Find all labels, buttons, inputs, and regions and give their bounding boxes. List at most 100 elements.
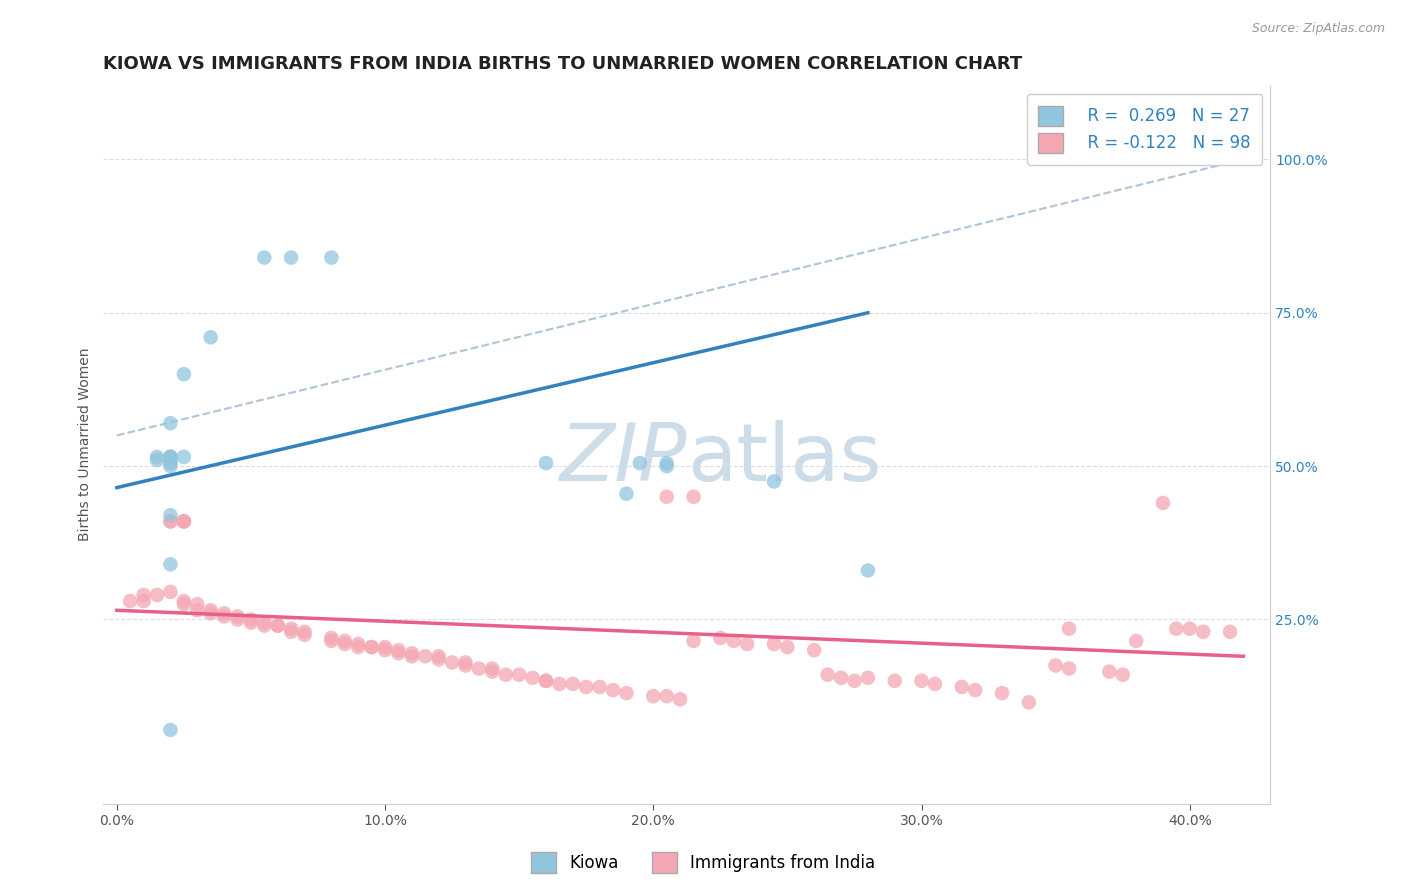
Point [146, 588, 169, 602]
Point [910, 673, 932, 688]
Point [360, 640, 382, 654]
Point [669, 692, 692, 706]
Point [1192, 624, 1215, 639]
Point [280, 251, 302, 265]
Point [655, 490, 678, 504]
Point [212, 607, 235, 621]
Point [280, 622, 302, 636]
Point [588, 680, 610, 694]
Point [548, 677, 571, 691]
Point [508, 667, 530, 681]
Point [830, 671, 852, 685]
Point [226, 612, 249, 626]
Point [333, 634, 356, 648]
Point [643, 689, 665, 703]
Point [401, 649, 423, 664]
Point [856, 563, 879, 577]
Point [159, 459, 181, 474]
Point [561, 677, 583, 691]
Point [321, 251, 343, 265]
Point [401, 646, 423, 660]
Point [1112, 667, 1135, 681]
Point [267, 618, 290, 632]
Point [1152, 496, 1174, 510]
Point [534, 673, 557, 688]
Point [226, 609, 249, 624]
Point [146, 450, 169, 464]
Point [575, 680, 598, 694]
Point [427, 649, 450, 664]
Point [159, 558, 181, 572]
Point [159, 508, 181, 523]
Point [186, 597, 208, 611]
Point [200, 603, 222, 617]
Text: KIOWA VS IMMIGRANTS FROM INDIA BIRTHS TO UNMARRIED WOMEN CORRELATION CHART: KIOWA VS IMMIGRANTS FROM INDIA BIRTHS TO… [104, 55, 1022, 73]
Point [723, 634, 745, 648]
Point [280, 624, 302, 639]
Point [173, 367, 195, 381]
Point [1018, 695, 1040, 709]
Point [159, 450, 181, 464]
Point [655, 689, 678, 703]
Y-axis label: Births to Unmarried Women: Births to Unmarried Women [79, 348, 93, 541]
Point [844, 673, 866, 688]
Point [347, 637, 370, 651]
Point [173, 594, 195, 608]
Point [253, 615, 276, 630]
Point [616, 686, 638, 700]
Point [159, 723, 181, 737]
Point [628, 456, 651, 470]
Point [965, 683, 987, 698]
Point [454, 658, 477, 673]
Point [817, 667, 839, 681]
Point [1166, 622, 1188, 636]
Point [776, 640, 799, 654]
Point [294, 624, 316, 639]
Point [803, 643, 825, 657]
Point [159, 453, 181, 467]
Point [374, 643, 396, 657]
Point [762, 475, 785, 489]
Point [522, 671, 544, 685]
Point [991, 686, 1014, 700]
Point [159, 585, 181, 599]
Point [534, 456, 557, 470]
Legend: Kiowa, Immigrants from India: Kiowa, Immigrants from India [524, 846, 882, 880]
Point [333, 637, 356, 651]
Point [132, 594, 155, 608]
Point [924, 677, 946, 691]
Point [481, 665, 503, 679]
Point [1057, 622, 1080, 636]
Text: atlas: atlas [686, 420, 882, 498]
Point [1045, 658, 1067, 673]
Point [212, 609, 235, 624]
Point [495, 667, 517, 681]
Point [294, 628, 316, 642]
Point [616, 487, 638, 501]
Point [321, 634, 343, 648]
Point [655, 459, 678, 474]
Point [1057, 662, 1080, 676]
Point [159, 450, 181, 464]
Point [856, 671, 879, 685]
Point [602, 683, 624, 698]
Point [173, 514, 195, 528]
Point [159, 514, 181, 528]
Text: Source: ZipAtlas.com: Source: ZipAtlas.com [1251, 22, 1385, 36]
Point [159, 514, 181, 528]
Point [239, 612, 262, 626]
Point [374, 640, 396, 654]
Point [360, 640, 382, 654]
Point [200, 330, 222, 344]
Point [239, 615, 262, 630]
Point [321, 631, 343, 645]
Point [173, 514, 195, 528]
Point [883, 673, 905, 688]
Point [441, 656, 464, 670]
Point [413, 649, 436, 664]
Point [159, 450, 181, 464]
Point [534, 673, 557, 688]
Point [159, 456, 181, 470]
Point [173, 450, 195, 464]
Point [159, 450, 181, 464]
